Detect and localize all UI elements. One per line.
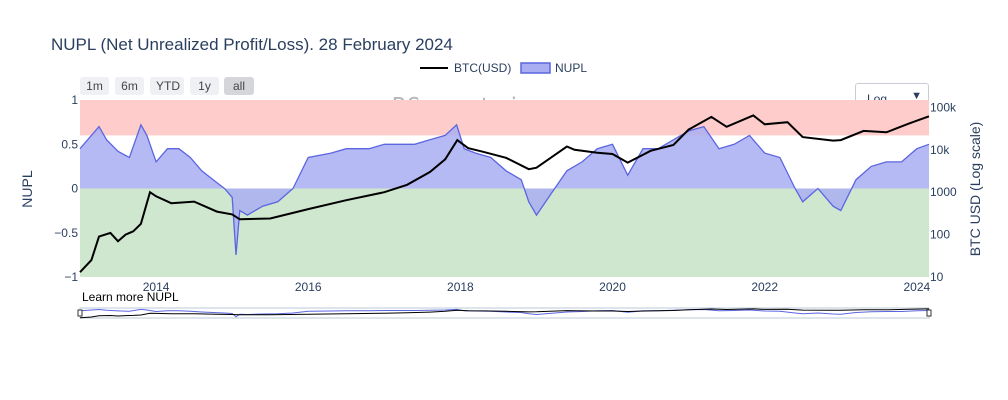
learn-more-link[interactable]: Learn more NUPL — [82, 290, 179, 304]
zone-band-0 — [80, 100, 929, 136]
btc-line — [79, 114, 930, 273]
y-tick-label: −1 — [64, 270, 78, 284]
range-button-6m[interactable]: 6m — [115, 77, 144, 95]
x-tick-label: 2022 — [751, 280, 778, 294]
y2-tick-label: 1000 — [930, 185, 957, 199]
y-tick-label: 1 — [71, 93, 78, 107]
x-tick-label: 2024 — [903, 280, 930, 294]
range-slider — [79, 307, 930, 319]
y2-tick-label: 10k — [930, 143, 950, 157]
y-tick-label: −0.5 — [54, 226, 78, 240]
minimap-btc — [79, 308, 930, 319]
range-button-1y[interactable]: 1y — [190, 77, 219, 95]
y2-axis-title: BTC USD (Log scale) — [967, 122, 983, 257]
y2-tick-label: 10 — [930, 270, 944, 284]
y-axis-title: NUPL — [19, 170, 35, 208]
x-tick-label: 2016 — [295, 280, 322, 294]
range-button-1m[interactable]: 1m — [80, 77, 109, 95]
range-handle-right[interactable] — [926, 309, 932, 317]
legend-swatch-nupl — [520, 62, 551, 74]
y2-tick-label: 100k — [930, 100, 957, 114]
chart-title: NUPL (Net Unrealized Profit/Loss). 28 Fe… — [51, 35, 453, 54]
y-tick-label: 0 — [71, 182, 78, 196]
range-button-all[interactable]: all — [224, 77, 254, 95]
x-tick-label: 2014 — [143, 280, 170, 294]
range-button-ytd[interactable]: YTD — [150, 77, 184, 95]
nupl-line — [79, 123, 930, 255]
y-tick-label: 0.5 — [61, 137, 78, 151]
y2-tick-label: 100 — [930, 228, 950, 242]
x-tick-label: 2020 — [599, 280, 626, 294]
legend-label: BTC(USD) — [454, 61, 511, 75]
legend-label: NUPL — [555, 61, 587, 75]
nupl-area — [80, 124, 929, 255]
zone-band-1 — [80, 188, 929, 277]
x-tick-label: 2018 — [447, 280, 474, 294]
caret-down-icon: ▼ — [911, 90, 922, 102]
range-handle-left[interactable] — [77, 309, 83, 317]
